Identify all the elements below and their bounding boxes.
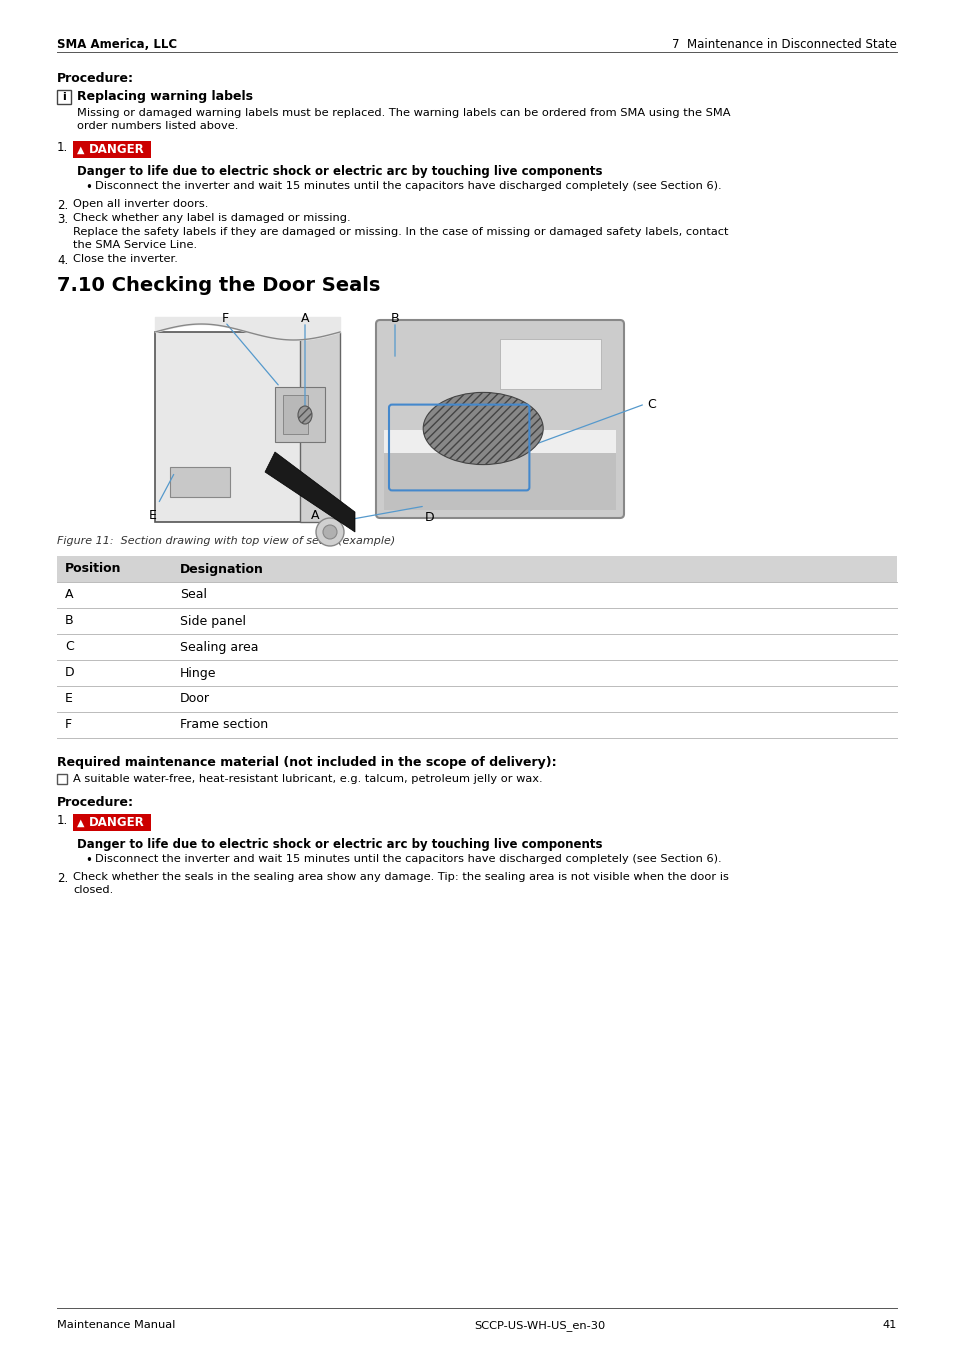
Text: ▲: ▲ [77,144,85,154]
FancyBboxPatch shape [384,431,616,510]
Text: Designation: Designation [180,563,264,575]
Text: A: A [65,589,73,602]
FancyBboxPatch shape [384,454,616,510]
FancyBboxPatch shape [73,814,151,832]
FancyBboxPatch shape [499,339,600,389]
Text: Disconnect the inverter and wait 15 minutes until the capacitors have discharged: Disconnect the inverter and wait 15 minu… [95,181,720,190]
Circle shape [315,518,344,545]
Text: Maintenance Manual: Maintenance Manual [57,1320,175,1330]
FancyBboxPatch shape [57,90,71,104]
Text: A: A [300,312,309,325]
Text: ▲: ▲ [77,818,85,828]
Text: Open all inverter doors.: Open all inverter doors. [73,198,208,209]
Text: closed.: closed. [73,886,113,895]
Text: 2.: 2. [57,872,69,886]
Text: Position: Position [65,563,121,575]
FancyBboxPatch shape [170,467,230,497]
Text: Required maintenance material (not included in the scope of delivery):: Required maintenance material (not inclu… [57,756,556,770]
Text: SMA America, LLC: SMA America, LLC [57,38,177,51]
Text: D: D [65,667,74,679]
Text: the SMA Service Line.: the SMA Service Line. [73,240,197,250]
Text: 7  Maintenance in Disconnected State: 7 Maintenance in Disconnected State [672,38,896,51]
Text: Procedure:: Procedure: [57,796,133,809]
Text: C: C [65,640,73,653]
Polygon shape [265,452,355,532]
Text: i: i [62,92,66,103]
FancyBboxPatch shape [154,332,339,522]
Text: Hinge: Hinge [180,667,216,679]
FancyBboxPatch shape [57,774,67,784]
Text: 1.: 1. [57,140,69,154]
Text: F: F [65,718,72,732]
Text: Procedure:: Procedure: [57,72,133,85]
Text: Missing or damaged warning labels must be replaced. The warning labels can be or: Missing or damaged warning labels must b… [77,108,730,117]
Text: DANGER: DANGER [89,815,145,829]
Text: Replacing warning labels: Replacing warning labels [77,90,253,103]
Text: Check whether any label is damaged or missing.: Check whether any label is damaged or mi… [73,213,351,223]
Text: B: B [65,614,73,628]
Text: Door: Door [180,693,210,706]
Text: E: E [65,693,72,706]
FancyBboxPatch shape [283,396,308,433]
Text: •: • [85,181,91,194]
Text: Danger to life due to electric shock or electric arc by touching live components: Danger to life due to electric shock or … [77,165,602,178]
Text: 2.: 2. [57,198,69,212]
Text: Side panel: Side panel [180,614,246,628]
Text: 4.: 4. [57,254,69,267]
Text: A: A [311,509,319,522]
Text: Close the inverter.: Close the inverter. [73,254,177,265]
FancyBboxPatch shape [274,387,325,441]
Text: 41: 41 [882,1320,896,1330]
FancyBboxPatch shape [299,332,339,522]
Text: Sealing area: Sealing area [180,640,258,653]
FancyBboxPatch shape [73,140,151,158]
Text: 7.10 Checking the Door Seals: 7.10 Checking the Door Seals [57,275,380,296]
Text: DANGER: DANGER [89,143,145,157]
Text: 3.: 3. [57,213,68,225]
Text: B: B [391,312,399,325]
Text: •: • [85,855,91,867]
FancyBboxPatch shape [375,320,623,518]
FancyBboxPatch shape [57,556,896,582]
Text: Replace the safety labels if they are damaged or missing. In the case of missing: Replace the safety labels if they are da… [73,227,728,238]
Text: D: D [425,512,435,524]
Text: Danger to life due to electric shock or electric arc by touching live components: Danger to life due to electric shock or … [77,838,602,850]
Text: order numbers listed above.: order numbers listed above. [77,122,238,131]
Text: SCCP-US-WH-US_en-30: SCCP-US-WH-US_en-30 [474,1320,605,1331]
Text: Disconnect the inverter and wait 15 minutes until the capacitors have discharged: Disconnect the inverter and wait 15 minu… [95,855,720,864]
Text: 1.: 1. [57,814,69,828]
Text: E: E [149,509,157,522]
Text: C: C [646,397,655,410]
Ellipse shape [423,393,542,464]
Circle shape [323,525,336,539]
Text: Check whether the seals in the sealing area show any damage. Tip: the sealing ar: Check whether the seals in the sealing a… [73,872,728,882]
Text: A suitable water-free, heat-resistant lubricant, e.g. talcum, petroleum jelly or: A suitable water-free, heat-resistant lu… [73,774,542,784]
Ellipse shape [297,406,312,424]
Text: Frame section: Frame section [180,718,268,732]
Text: Figure 11:  Section drawing with top view of seals (example): Figure 11: Section drawing with top view… [57,536,395,545]
Text: F: F [221,312,229,325]
Text: Seal: Seal [180,589,207,602]
